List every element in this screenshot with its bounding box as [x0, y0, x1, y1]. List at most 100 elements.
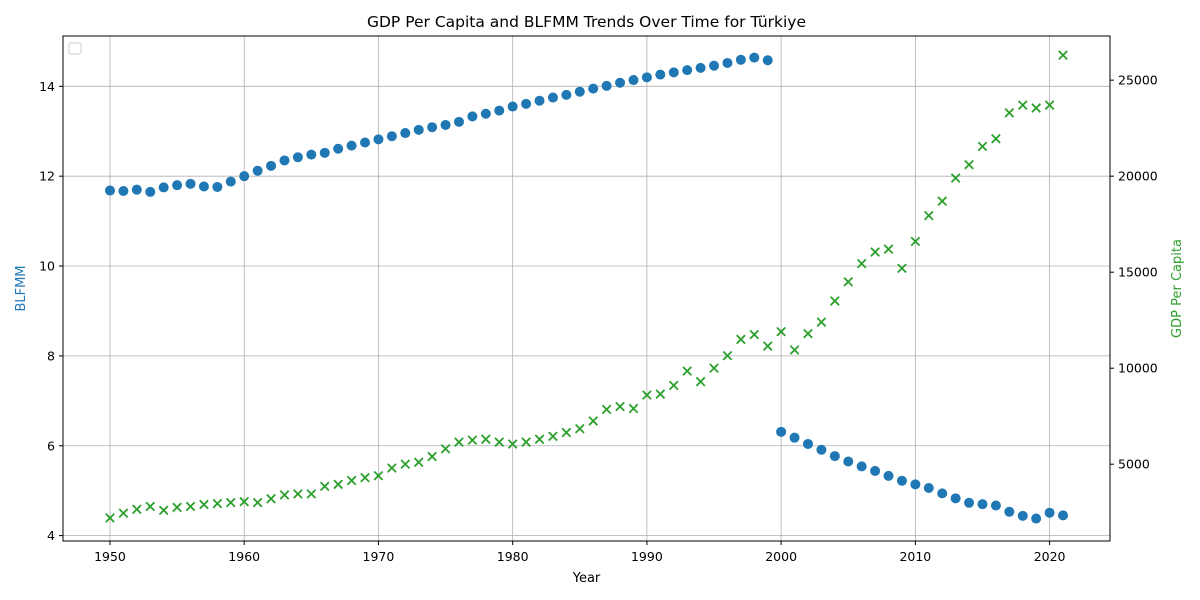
gdp-point — [185, 501, 196, 512]
gdp-point — [1031, 103, 1042, 113]
blfmm-point — [212, 181, 223, 192]
gdp-point — [507, 439, 518, 449]
blfmm-point — [172, 180, 183, 191]
blfmm-point — [306, 149, 317, 160]
chart-title: GDP Per Capita and BLFMM Trends Over Tim… — [367, 13, 806, 31]
gdp-point — [642, 390, 652, 400]
blfmm-point — [695, 62, 706, 73]
gdp-point — [239, 496, 250, 507]
blfmm-point — [440, 119, 451, 130]
blfmm-point — [641, 72, 652, 83]
gdp-point — [360, 472, 370, 483]
blfmm-point — [521, 98, 532, 109]
blfmm-point — [225, 176, 236, 187]
blfmm-point — [480, 108, 491, 119]
y-axis-label-left: BLFMM — [14, 265, 29, 311]
gdp-point — [897, 263, 907, 274]
blfmm-point — [319, 147, 330, 158]
gdp-point — [923, 210, 934, 221]
gdp-point — [776, 326, 786, 337]
blfmm-point — [923, 482, 934, 493]
blfmm-point — [131, 184, 142, 195]
plot-frame — [62, 35, 1111, 542]
blfmm-point — [937, 488, 948, 499]
gdp-point — [306, 489, 317, 499]
x-tick-label: 2010 — [899, 549, 931, 564]
blfmm-point — [266, 160, 277, 171]
blfmm-point — [373, 134, 384, 145]
gdp-point — [561, 427, 572, 438]
x-tick-label: 1960 — [228, 549, 260, 564]
gdp-point — [736, 334, 746, 345]
blfmm-point — [776, 426, 787, 437]
gdp-point — [172, 502, 182, 513]
x-tick-label: 1990 — [631, 549, 663, 564]
blfmm-point — [615, 77, 626, 88]
blfmm-point — [749, 52, 760, 63]
gdp-point — [158, 505, 169, 516]
y-right-tick-label: 15000 — [1118, 265, 1158, 280]
blfmm-point — [870, 465, 881, 476]
gdp-point — [588, 416, 599, 426]
blfmm-point — [883, 470, 894, 481]
y-right-tick-label: 25000 — [1118, 73, 1158, 88]
y-left-tick-label: 6 — [47, 438, 55, 453]
gdp-point — [427, 451, 437, 462]
blfmm-point — [118, 186, 129, 197]
blfmm-point — [507, 101, 518, 112]
blfmm-point — [494, 105, 505, 116]
grid-lines — [63, 36, 1110, 541]
gdp-point — [400, 459, 411, 470]
blfmm-point — [628, 75, 639, 86]
gdp-point — [668, 380, 679, 391]
gdp-point — [1044, 100, 1055, 110]
gdp-point — [749, 329, 760, 340]
blfmm-point — [386, 131, 397, 142]
gdp-point — [856, 258, 867, 269]
y-axis-right: 5000 10000 15000 20000 25000 — [1110, 73, 1158, 472]
blfmm-point — [896, 475, 907, 486]
y-left-tick-label: 10 — [39, 259, 55, 274]
blfmm-point — [668, 67, 679, 78]
gdp-point — [628, 403, 639, 414]
blfmm-point — [279, 155, 290, 166]
legend-box — [68, 42, 82, 55]
gdp-point — [1004, 107, 1015, 118]
gdp-point — [870, 247, 880, 257]
blfmm-point — [1004, 506, 1015, 517]
gdp-point — [131, 504, 142, 515]
x-axis-label: Year — [572, 571, 601, 586]
blfmm-point — [198, 181, 209, 192]
blfmm-point — [453, 116, 464, 127]
gdp-point — [548, 431, 558, 442]
blfmm-point — [802, 438, 813, 449]
gdp-point — [105, 513, 115, 523]
gdp-point — [293, 489, 303, 499]
blfmm-point — [816, 444, 827, 455]
blfmm-point — [104, 185, 115, 196]
gdp-point — [494, 437, 505, 447]
gdp-point — [373, 470, 384, 481]
gdp-point — [480, 434, 491, 445]
gdp-point — [722, 350, 733, 361]
gdp-point — [695, 376, 706, 387]
blfmm-point — [1017, 510, 1028, 521]
x-tick-label: 2020 — [1034, 549, 1066, 564]
blfmm-point — [400, 128, 411, 139]
gdp-point — [709, 363, 719, 374]
gdp-point — [829, 296, 840, 306]
blfmm-point — [158, 182, 169, 193]
gdp-point — [910, 236, 921, 247]
y-left-tick-label: 4 — [47, 528, 55, 543]
gdp-point — [682, 366, 693, 376]
gdp-point — [252, 497, 263, 508]
gdp-point — [601, 404, 612, 415]
gdp-point — [950, 173, 961, 183]
blfmm-point — [977, 499, 988, 510]
blfmm-series — [104, 52, 1069, 524]
blfmm-point — [601, 80, 612, 91]
gdp-point — [615, 401, 625, 412]
gdp-point — [521, 437, 531, 447]
